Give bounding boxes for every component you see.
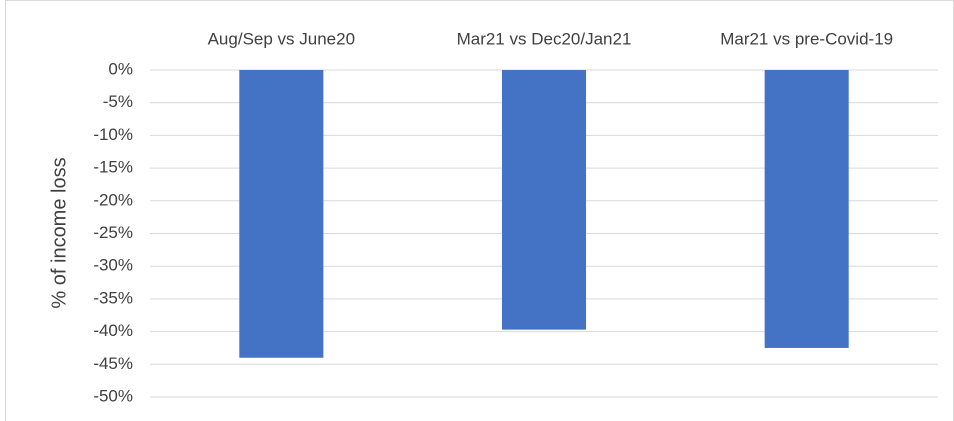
y-tick-label: -45% [93,354,133,373]
bar [239,70,324,358]
y-tick-label: -30% [93,256,133,275]
bar [764,70,849,348]
y-tick-label: -25% [93,223,133,242]
x-tick-label: Aug/Sep vs June20 [208,29,355,48]
y-tick-label: -5% [103,92,133,111]
y-tick-label: -40% [93,321,133,340]
y-tick-label: -10% [93,125,133,144]
bar [501,70,587,330]
y-axis-label: % of income loss [48,157,70,308]
y-tick-label: 0% [108,59,133,78]
y-tick-label: -15% [93,158,133,177]
x-tick-label: Mar21 vs pre-Covid-19 [720,29,893,48]
y-tick-label: -20% [93,190,133,209]
y-tick-label: -50% [93,386,133,405]
x-tick-label: Mar21 vs Dec20/Jan21 [457,29,632,48]
y-tick-label: -35% [93,288,133,307]
